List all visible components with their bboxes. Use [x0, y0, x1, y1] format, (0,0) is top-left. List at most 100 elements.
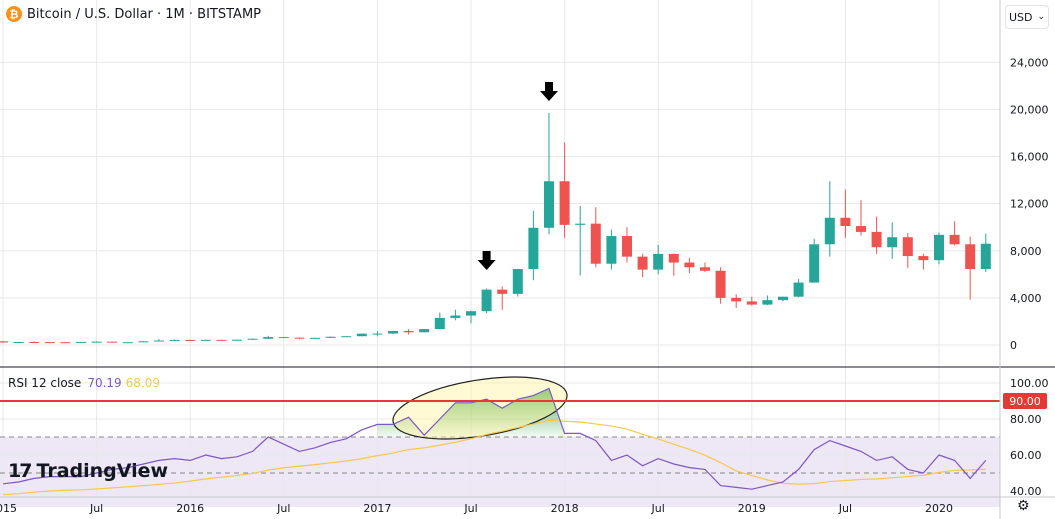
- candle-body: [762, 300, 773, 305]
- rsi-line: [2, 387, 987, 490]
- candle-body: [466, 311, 476, 316]
- candle-body: [637, 256, 648, 270]
- candle-body: [528, 227, 539, 270]
- candle-body: [310, 337, 320, 339]
- candle-body: [622, 236, 632, 257]
- candle-body: [512, 269, 523, 294]
- candle-body: [450, 315, 461, 318]
- x-tick-label: Jul: [89, 502, 103, 515]
- candle-body: [731, 297, 742, 302]
- candle-body: [107, 341, 118, 343]
- price-tick-label: 8,000: [1010, 245, 1042, 258]
- candle-body: [824, 217, 835, 245]
- candle-body: [871, 231, 882, 248]
- currency-select[interactable]: USD ⌄: [1005, 5, 1049, 29]
- x-tick-label: 2016: [176, 502, 204, 515]
- candle-body: [653, 253, 664, 270]
- candle-body: [497, 289, 508, 294]
- candle-body: [122, 342, 133, 344]
- candle-body: [965, 244, 976, 270]
- candle-body: [949, 234, 960, 245]
- candle-body: [559, 181, 570, 225]
- candle-body: [138, 341, 149, 343]
- candle-body: [606, 236, 617, 264]
- bitcoin-icon: ₿: [6, 6, 22, 22]
- candle-body: [341, 336, 352, 338]
- candle-body: [856, 226, 866, 232]
- rsi-legend[interactable]: RSI 12 close 70.19 68.09: [8, 376, 160, 390]
- candle-body: [325, 336, 336, 338]
- candle-body: [294, 337, 305, 339]
- candle-body: [60, 342, 71, 344]
- candle-body: [91, 341, 102, 343]
- x-tick-label: 2015: [0, 502, 17, 515]
- candle-body: [840, 217, 851, 227]
- price-tick-label: 16,000: [1010, 151, 1049, 164]
- rsi-tick-label: 100.00: [1010, 377, 1049, 390]
- candle-body: [76, 341, 86, 343]
- candle-body: [154, 340, 164, 342]
- x-tick-label: Jul: [838, 502, 852, 515]
- candle-body: [216, 339, 227, 341]
- candle-body: [388, 330, 398, 334]
- rsi-tick-label: 40.00: [1010, 485, 1042, 498]
- rsi-ma-value: 68.09: [125, 376, 161, 390]
- x-tick-label: 2020: [925, 502, 953, 515]
- candle-body: [278, 337, 289, 339]
- candle-body: [809, 244, 820, 283]
- candle-body: [902, 237, 913, 257]
- candle-body: [29, 342, 40, 344]
- x-tick-label: 2018: [551, 502, 579, 515]
- x-tick-label: Jul: [463, 502, 477, 515]
- threshold-badge: [1003, 393, 1047, 409]
- candle-body: [200, 339, 211, 341]
- candle-body: [575, 223, 586, 225]
- rsi-tick-label: 60.00: [1010, 449, 1042, 462]
- candle-body: [481, 289, 492, 312]
- candle-body: [419, 329, 430, 333]
- price-tick-label: 0: [1010, 339, 1017, 352]
- candle-body: [263, 337, 274, 339]
- rsi-ma-line: [2, 419, 986, 496]
- rsi-tick-label: 80.00: [1010, 413, 1042, 426]
- candle-body: [778, 296, 788, 301]
- candle-body: [544, 181, 554, 228]
- x-tick-label: Jul: [276, 502, 290, 515]
- candle-body: [434, 317, 445, 330]
- price-tick-label: 20,000: [1010, 103, 1049, 116]
- candle-body: [356, 333, 367, 337]
- candle-body: [918, 256, 929, 261]
- rsi-band: [0, 437, 1000, 507]
- x-tick-label: 2017: [363, 502, 391, 515]
- price-tick-label: 4,000: [1010, 292, 1042, 305]
- threshold-label: 90.00: [1009, 395, 1041, 408]
- symbol-title: Bitcoin / U.S. Dollar · 1M · BITSTAMP: [27, 6, 261, 22]
- logo-text: TradingView: [36, 460, 169, 482]
- candle-body: [185, 339, 196, 341]
- gear-icon[interactable]: ⚙: [1017, 498, 1030, 514]
- candle-body: [887, 237, 898, 248]
- rsi-value: 70.19: [87, 376, 122, 390]
- candle-body: [700, 267, 710, 271]
- candle-body: [13, 342, 24, 344]
- candle-body: [746, 301, 757, 305]
- price-tick-label: 24,000: [1010, 56, 1049, 69]
- price-tick-label: 12,000: [1010, 198, 1049, 211]
- rsi-label: RSI 12 close: [8, 376, 82, 390]
- tradingview-logo[interactable]: 17 TradingView: [8, 460, 168, 482]
- arrow-down-icon: [540, 82, 558, 101]
- chart-title: ₿ Bitcoin / U.S. Dollar · 1M · BITSTAMP: [6, 6, 261, 22]
- candle-body: [169, 339, 180, 341]
- tradingview-mark-icon: 17: [8, 460, 32, 482]
- x-tick-label: Jul: [651, 502, 665, 515]
- candle-body: [793, 282, 804, 297]
- candle-body: [980, 243, 991, 270]
- candle-body: [372, 333, 383, 335]
- chevron-down-icon: ⌄: [1037, 12, 1046, 22]
- arrow-down-icon: [477, 251, 496, 270]
- currency-label: USD: [1008, 10, 1033, 24]
- candle-body: [247, 338, 258, 340]
- candle-body: [44, 342, 55, 344]
- candle-body: [668, 253, 679, 263]
